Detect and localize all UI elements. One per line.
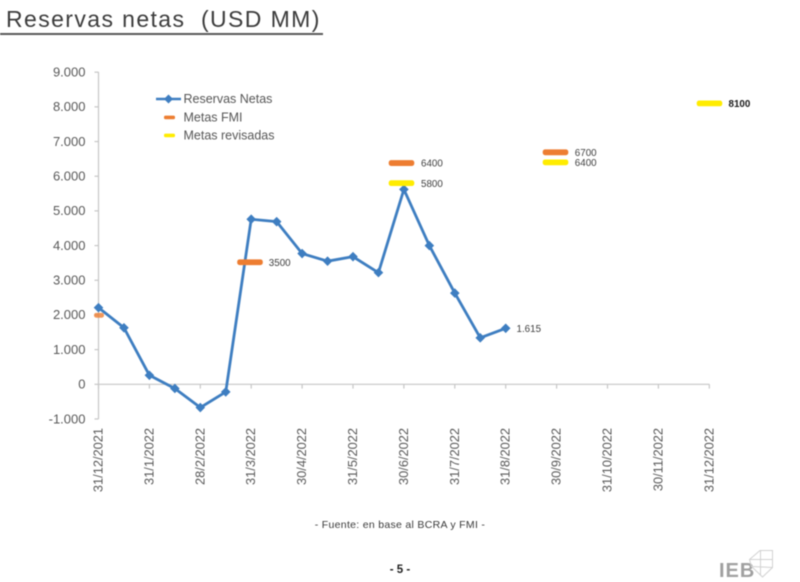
svg-text:9.000: 9.000 — [53, 64, 86, 79]
svg-text:6400: 6400 — [575, 158, 597, 169]
svg-text:6.000: 6.000 — [53, 169, 86, 184]
svg-text:8.000: 8.000 — [53, 99, 86, 114]
svg-text:1.000: 1.000 — [53, 342, 86, 357]
svg-text:6400: 6400 — [421, 159, 443, 170]
svg-text:30/9/2022: 30/9/2022 — [549, 428, 564, 485]
svg-text:5.000: 5.000 — [53, 203, 86, 218]
svg-text:31/12/2022: 31/12/2022 — [701, 428, 716, 492]
svg-text:31/12/2021: 31/12/2021 — [91, 428, 106, 492]
svg-text:30/4/2022: 30/4/2022 — [294, 428, 309, 485]
svg-text:31/1/2022: 31/1/2022 — [141, 428, 156, 485]
svg-text:Reservas Netas: Reservas Netas — [184, 92, 273, 106]
svg-text:31/10/2022: 31/10/2022 — [600, 428, 615, 492]
svg-text:6700: 6700 — [575, 148, 597, 159]
svg-text:31/5/2022: 31/5/2022 — [345, 428, 360, 485]
svg-text:5800: 5800 — [421, 179, 443, 190]
svg-text:2.000: 2.000 — [53, 307, 86, 322]
svg-text:4.000: 4.000 — [53, 238, 86, 253]
svg-text:28/2/2022: 28/2/2022 — [192, 428, 207, 485]
svg-text:Metas FMI: Metas FMI — [184, 111, 243, 125]
svg-text:3500: 3500 — [269, 258, 291, 269]
svg-text:Metas revisadas: Metas revisadas — [184, 129, 275, 143]
svg-text:1.615: 1.615 — [517, 324, 542, 335]
svg-text:31/3/2022: 31/3/2022 — [243, 428, 258, 485]
svg-text:30/11/2022: 30/11/2022 — [650, 428, 665, 491]
svg-text:30/6/2022: 30/6/2022 — [396, 428, 411, 485]
svg-text:-1.000: -1.000 — [49, 411, 86, 426]
svg-text:0: 0 — [78, 377, 85, 392]
svg-text:31/8/2022: 31/8/2022 — [498, 428, 513, 485]
svg-text:31/7/2022: 31/7/2022 — [447, 428, 462, 485]
svg-text:8100: 8100 — [729, 99, 751, 110]
svg-text:7.000: 7.000 — [53, 134, 86, 149]
svg-text:3.000: 3.000 — [53, 273, 86, 288]
